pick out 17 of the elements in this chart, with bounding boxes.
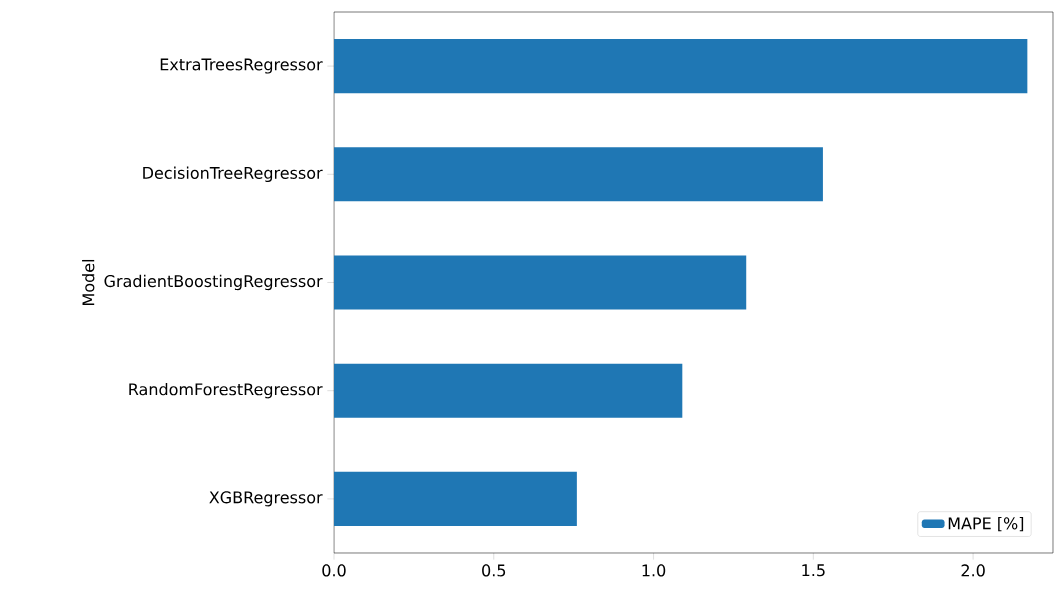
- bar: [334, 471, 577, 526]
- bar: [334, 39, 1028, 94]
- y-tick-label: DecisionTreeRegressor: [143, 166, 323, 183]
- y-tick-label: ExtraTreesRegressor: [160, 58, 323, 74]
- x-tick-label: 0.5: [482, 564, 506, 577]
- legend-label: MAPE [%]: [948, 517, 1024, 532]
- bar: [334, 363, 683, 418]
- y-tick-label: RandomForestRegressor: [129, 382, 323, 399]
- x-tick-label: 1.0: [642, 564, 666, 577]
- bar: [334, 147, 823, 202]
- x-tick-label: 1.5: [802, 564, 825, 577]
- y-axis-title: Model: [82, 259, 95, 305]
- x-tick-label: 2.0: [961, 564, 985, 577]
- y-tick-label: XGBRegressor: [209, 491, 323, 507]
- y-tick-label: GradientBoostingRegressor: [104, 274, 323, 291]
- x-tick-label: 0.0: [322, 564, 346, 577]
- bar: [334, 255, 747, 310]
